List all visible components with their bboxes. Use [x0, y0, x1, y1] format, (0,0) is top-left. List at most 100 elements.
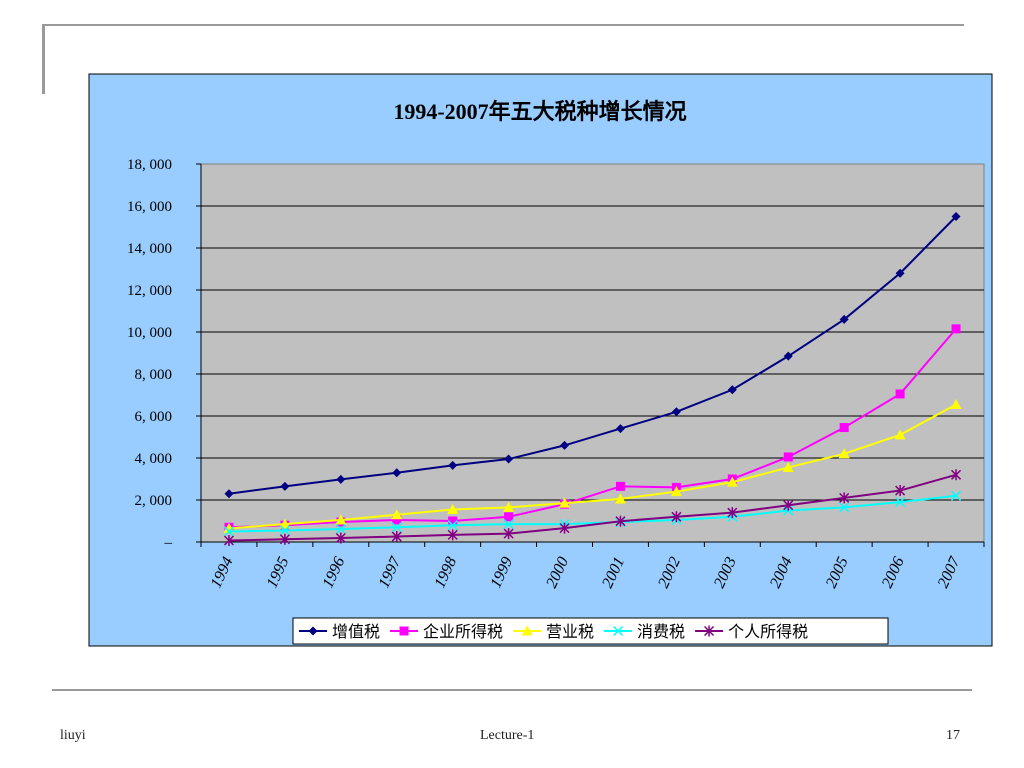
legend-marker: [613, 625, 624, 637]
data-point: [783, 351, 793, 361]
data-point: [336, 474, 346, 484]
legend-entry: 营业税: [513, 623, 594, 641]
legend-marker: [308, 626, 318, 636]
data-point: [726, 476, 738, 487]
series-lines: [223, 212, 962, 547]
legend-label: 企业所得税: [423, 623, 503, 641]
data-point: [559, 497, 571, 508]
data-point: [895, 268, 905, 278]
data-point: [671, 511, 682, 523]
legend-entry: 增值税: [299, 623, 380, 641]
data-point: [279, 518, 291, 529]
data-point: [839, 502, 850, 513]
y-tick-label: 18, 000: [127, 157, 172, 173]
data-point: [391, 509, 403, 520]
data-point: [727, 385, 737, 395]
data-point: [504, 512, 514, 522]
data-point: [951, 324, 961, 334]
slide-left-rule: [42, 24, 45, 94]
data-point: [504, 454, 514, 464]
data-point: [727, 507, 738, 519]
y-tick-label: 12, 000: [127, 283, 172, 299]
data-point: [894, 429, 906, 440]
legend-entry: 个人所得税: [695, 623, 808, 641]
data-point: [783, 452, 793, 462]
y-tick-label: 10, 000: [127, 325, 172, 341]
y-tick-label: 6, 000: [135, 409, 173, 425]
data-point: [615, 481, 625, 491]
data-point: [223, 522, 235, 533]
data-point: [448, 460, 458, 470]
legend-label: 消费税: [637, 623, 685, 641]
y-tick-label: 2, 000: [135, 493, 173, 509]
data-point: [391, 531, 402, 543]
y-tick-label: 14, 000: [127, 241, 172, 257]
legend-marker: [704, 625, 715, 637]
plot-area: [200, 163, 985, 543]
data-point: [951, 469, 962, 481]
data-point: [503, 528, 514, 540]
data-point: [895, 389, 905, 399]
data-point: [392, 468, 402, 478]
data-point: [447, 503, 459, 514]
chart-title: 1994-2007年五大税种增长情况: [393, 99, 686, 124]
y-tick-label: 8, 000: [135, 367, 173, 383]
data-point: [335, 514, 347, 525]
data-point: [335, 523, 346, 535]
data-point: [615, 424, 625, 434]
data-point: [503, 519, 514, 530]
slide-bottom-rule: [52, 689, 972, 691]
legend-marker: [521, 625, 533, 636]
legend-entry: 企业所得税: [390, 623, 503, 641]
data-point: [838, 448, 850, 459]
legend: 增值税 企业所得税 营业税 消费税 个人所得税: [292, 617, 889, 645]
data-point: [560, 440, 570, 450]
data-point: [503, 501, 515, 512]
data-point: [670, 486, 682, 497]
data-point: [223, 526, 234, 537]
data-point: [839, 492, 850, 504]
legend-label: 增值税: [332, 623, 380, 641]
data-point: [671, 407, 681, 417]
data-point: [391, 522, 402, 533]
data-point: [783, 499, 794, 511]
legend-marker: [399, 626, 409, 636]
y-tick-label: 4, 000: [135, 451, 173, 467]
data-point: [280, 481, 290, 491]
data-point: [279, 533, 290, 545]
data-point: [559, 522, 570, 534]
data-point: [839, 423, 849, 433]
series-5: [223, 469, 962, 547]
data-point: [447, 520, 458, 531]
data-point: [448, 516, 458, 526]
series-line: [228, 328, 957, 529]
data-point: [615, 515, 626, 527]
slide-top-rule: [42, 24, 964, 26]
data-point: [392, 515, 402, 525]
data-point: [335, 532, 346, 544]
data-point: [895, 497, 906, 508]
data-point: [224, 489, 234, 499]
data-point: [895, 485, 906, 497]
data-point: [951, 212, 961, 221]
legend-entry: 消费税: [604, 623, 685, 641]
series-1: [224, 212, 961, 499]
data-point: [223, 535, 234, 547]
data-point: [279, 525, 290, 536]
data-point: [839, 314, 849, 324]
legend-label: 个人所得税: [728, 623, 808, 641]
gridlines: [201, 205, 984, 501]
data-point: [614, 493, 626, 504]
series-3: [223, 398, 962, 533]
series-line: [228, 494, 957, 533]
y-axis-ticks: – 2, 000 4, 000 6, 000 8, 000 10, 000 12, 000 1…: [127, 157, 984, 551]
data-point: [782, 461, 794, 472]
footer-lecture: Lecture-1: [480, 728, 535, 743]
legend-label: 营业税: [546, 623, 594, 641]
series-line: [228, 403, 957, 530]
data-point: [951, 490, 962, 501]
footer-page-number: 17: [946, 728, 960, 743]
data-point: [447, 529, 458, 541]
y-tick-label: 16, 000: [127, 199, 172, 215]
